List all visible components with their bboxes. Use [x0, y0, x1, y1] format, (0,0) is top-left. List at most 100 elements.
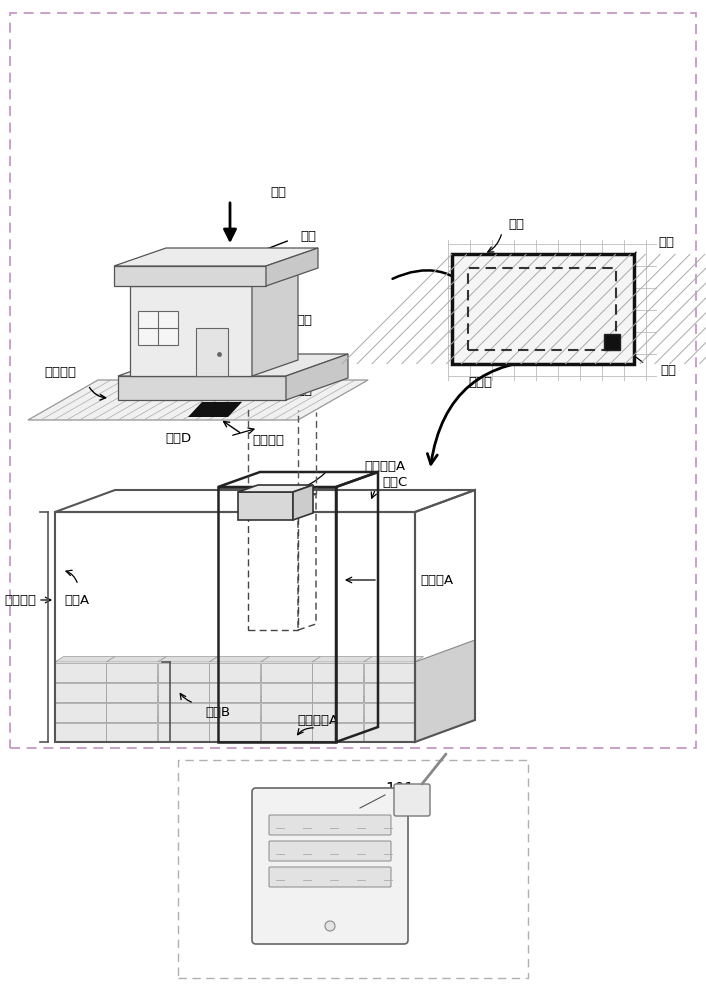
Text: 地台: 地台: [508, 218, 524, 231]
Text: 网格区域A: 网格区域A: [297, 714, 339, 726]
Polygon shape: [266, 248, 318, 286]
Bar: [55, 702, 106, 722]
Bar: [364, 662, 414, 682]
Bar: [10, 13, 696, 748]
Bar: [158, 662, 209, 682]
Bar: [209, 662, 261, 682]
Bar: [261, 682, 311, 702]
Text: 子模型A: 子模型A: [420, 574, 453, 586]
Polygon shape: [238, 485, 313, 492]
Polygon shape: [364, 676, 424, 682]
Polygon shape: [209, 716, 269, 722]
Bar: [55, 682, 106, 702]
Polygon shape: [158, 676, 218, 682]
Polygon shape: [107, 656, 167, 662]
Bar: [118, 376, 286, 400]
Polygon shape: [55, 716, 115, 722]
Polygon shape: [188, 402, 242, 417]
Bar: [209, 682, 261, 702]
Polygon shape: [55, 656, 115, 662]
Bar: [158, 702, 209, 722]
FancyBboxPatch shape: [269, 815, 391, 835]
Polygon shape: [286, 354, 348, 400]
Polygon shape: [107, 696, 167, 702]
Polygon shape: [312, 656, 372, 662]
Bar: [114, 266, 266, 286]
Polygon shape: [130, 270, 298, 286]
Bar: [107, 702, 157, 722]
FancyBboxPatch shape: [269, 867, 391, 887]
Bar: [261, 722, 311, 742]
Text: 高度B: 高度B: [205, 706, 230, 718]
Text: 投影空间A: 投影空间A: [364, 460, 405, 474]
FancyBboxPatch shape: [269, 841, 391, 861]
Bar: [312, 662, 363, 682]
Polygon shape: [252, 270, 298, 376]
Polygon shape: [28, 380, 368, 420]
Polygon shape: [415, 640, 475, 742]
Bar: [55, 512, 415, 742]
FancyBboxPatch shape: [252, 788, 408, 944]
Polygon shape: [158, 696, 218, 702]
Polygon shape: [261, 656, 321, 662]
Polygon shape: [107, 716, 167, 722]
Polygon shape: [312, 676, 372, 682]
Polygon shape: [312, 696, 372, 702]
Text: 屋子: 屋子: [296, 314, 312, 326]
Bar: [138, 311, 178, 345]
Text: 101: 101: [385, 782, 414, 798]
Bar: [364, 682, 414, 702]
Polygon shape: [209, 656, 269, 662]
Bar: [248, 500, 298, 630]
Polygon shape: [261, 696, 321, 702]
Text: 网格区域: 网格区域: [252, 434, 284, 448]
Polygon shape: [261, 676, 321, 682]
Text: 投影: 投影: [270, 186, 286, 198]
Text: 高度D: 高度D: [166, 432, 192, 444]
Bar: [196, 328, 228, 376]
Bar: [107, 722, 157, 742]
Bar: [261, 662, 311, 682]
Bar: [218, 487, 336, 742]
Bar: [178, 760, 528, 978]
Text: 网格平面: 网格平面: [44, 365, 76, 378]
Text: 碰撞范围: 碰撞范围: [4, 593, 36, 606]
Bar: [238, 492, 293, 520]
Polygon shape: [55, 696, 115, 702]
Bar: [55, 662, 106, 682]
Polygon shape: [312, 716, 372, 722]
Polygon shape: [364, 716, 424, 722]
Text: 地台: 地台: [296, 384, 312, 397]
Bar: [452, 254, 634, 364]
Polygon shape: [107, 676, 167, 682]
Text: 屋子: 屋子: [660, 364, 676, 377]
Polygon shape: [209, 696, 269, 702]
Bar: [209, 702, 261, 722]
Bar: [209, 722, 261, 742]
Polygon shape: [364, 696, 424, 702]
Bar: [604, 334, 620, 350]
Bar: [158, 682, 209, 702]
Polygon shape: [158, 716, 218, 722]
Bar: [364, 722, 414, 742]
Bar: [312, 722, 363, 742]
Text: 高度A: 高度A: [64, 593, 89, 606]
Bar: [158, 722, 209, 742]
Bar: [468, 268, 616, 350]
Text: 高度C: 高度C: [382, 476, 407, 488]
Polygon shape: [261, 716, 321, 722]
Bar: [107, 682, 157, 702]
Bar: [364, 702, 414, 722]
Bar: [261, 702, 311, 722]
Text: A: A: [609, 338, 615, 347]
Polygon shape: [293, 485, 313, 520]
FancyBboxPatch shape: [394, 784, 430, 816]
Bar: [452, 254, 634, 364]
Text: 俯视图: 俯视图: [468, 375, 492, 388]
Polygon shape: [114, 248, 318, 266]
Polygon shape: [55, 676, 115, 682]
Text: 屋檐: 屋檐: [658, 235, 674, 248]
Polygon shape: [364, 656, 424, 662]
Circle shape: [325, 921, 335, 931]
Bar: [107, 662, 157, 682]
